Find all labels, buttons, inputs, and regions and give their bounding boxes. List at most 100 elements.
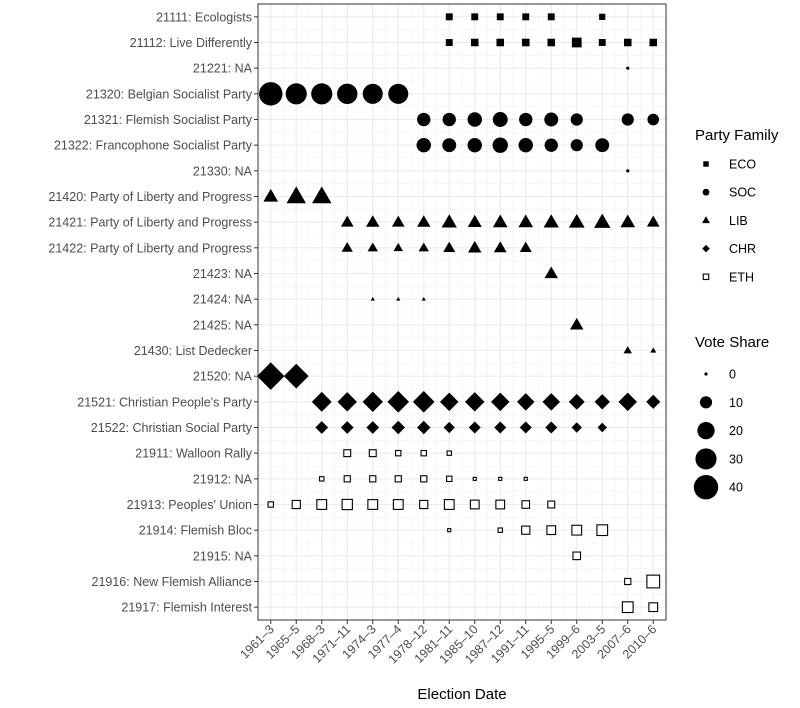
- point-lib-21423-na: [544, 266, 558, 279]
- point-chr-21521-christian-people-s-party: [646, 394, 661, 409]
- point-lib-21424-na: [421, 296, 426, 301]
- y-tick-label: 21112: Live Differently: [130, 36, 253, 50]
- point-eth-21911-walloon-rally: [343, 449, 352, 458]
- point-eth-21912-na: [446, 475, 453, 483]
- point-soc-21322-francophone-socialist-party: [595, 138, 610, 153]
- legend-label-eco: ECO: [729, 158, 756, 172]
- point-eco-21112-live-differently: [571, 37, 582, 48]
- y-tick-label: 21423: NA: [193, 267, 253, 281]
- point-chr-21522-christian-social-party: [597, 422, 607, 433]
- point-eth-21911-walloon-rally: [395, 449, 402, 457]
- y-tick-label: 21322: Francophone Socialist Party: [54, 139, 253, 153]
- legend-size-key-0: [704, 372, 708, 376]
- legend-size-label-0: 0: [729, 368, 736, 382]
- point-chr-21521-christian-people-s-party: [594, 394, 610, 410]
- y-tick-label: 21422: Party of Liberty and Progress: [48, 241, 252, 255]
- point-lib-21420-party-of-liberty-and-progress: [263, 188, 279, 202]
- point-eth-21913-peoples-union: [367, 499, 379, 510]
- point-eth-21917-flemish-interest: [621, 601, 634, 614]
- point-chr-21522-christian-social-party: [315, 421, 329, 434]
- point-soc-21320-belgian-socialist-party: [311, 83, 333, 105]
- legend-size-key-20: [697, 421, 715, 440]
- point-soc-21321-flemish-socialist-party: [647, 113, 660, 126]
- x-axis-title: Election Date: [417, 686, 506, 703]
- point-eth-21912-na: [319, 476, 325, 482]
- point-chr-21521-christian-people-s-party: [542, 393, 560, 411]
- point-lib-21421-party-of-liberty-and-progress: [467, 214, 482, 228]
- legend-size-key-30: [695, 448, 717, 470]
- point-lib-21422-party-of-liberty-and-progress: [493, 241, 507, 253]
- point-eth-21917-flemish-interest: [648, 602, 659, 613]
- point-eth-21913-peoples-union: [443, 499, 455, 510]
- point-eth-21912-na: [523, 476, 528, 481]
- point-eco-21112-live-differently: [623, 38, 632, 47]
- point-lib-21421-party-of-liberty-and-progress: [620, 214, 636, 228]
- y-tick-label: 21425: NA: [193, 318, 253, 332]
- legend-key-eth: [702, 273, 710, 281]
- point-eth-21912-na: [394, 475, 402, 483]
- point-eth-21912-na: [369, 475, 377, 483]
- point-lib-21421-party-of-liberty-and-progress: [366, 215, 380, 227]
- point-eth-21913-peoples-union: [316, 499, 328, 510]
- point-soc-21320-belgian-socialist-party: [388, 83, 409, 104]
- point-eth-21911-walloon-rally: [420, 449, 427, 457]
- point-chr-21522-christian-social-party: [443, 421, 455, 434]
- point-eth-21914-flemish-bloc: [546, 525, 557, 536]
- y-tick-label: 21913: Peoples' Union: [127, 498, 252, 512]
- point-chr-21520-na: [283, 363, 309, 389]
- y-tick-label: 21520: NA: [193, 370, 253, 384]
- point-eth-21913-peoples-union: [495, 499, 506, 510]
- point-eth-21912-na: [472, 476, 477, 481]
- point-eco-21112-live-differently: [649, 38, 658, 47]
- point-eco-21111-ecologists: [547, 13, 555, 21]
- point-soc-21321-flemish-socialist-party: [467, 112, 482, 127]
- y-tick-label: 21320: Belgian Socialist Party: [86, 87, 253, 101]
- point-lib-21421-party-of-liberty-and-progress: [441, 214, 457, 228]
- point-lib-21422-party-of-liberty-and-progress: [341, 242, 353, 252]
- y-tick-label: 21914: Flemish Bloc: [139, 524, 252, 538]
- y-tick-label: 21321: Flemish Socialist Party: [84, 113, 253, 127]
- point-chr-21521-christian-people-s-party: [465, 392, 485, 412]
- point-chr-21521-christian-people-s-party: [491, 392, 510, 412]
- y-tick-label: 21424: NA: [193, 293, 253, 307]
- point-eth-21913-peoples-union: [469, 499, 480, 510]
- point-soc-21321-flemish-socialist-party: [570, 113, 583, 126]
- legend-size-label-10: 10: [729, 396, 743, 410]
- point-lib-21424-na: [396, 296, 401, 301]
- legend-party-family-title: Party Family: [695, 127, 779, 144]
- point-chr-21521-christian-people-s-party: [311, 391, 332, 412]
- point-soc-21322-francophone-socialist-party: [518, 137, 533, 153]
- y-axis-labels: 21111: Ecologists 21112: Live Differently…: [48, 10, 258, 615]
- point-chr-21521-christian-people-s-party: [412, 391, 435, 413]
- point-lib-21420-party-of-liberty-and-progress: [286, 186, 306, 204]
- point-soc-21320-belgian-socialist-party: [285, 83, 307, 105]
- y-tick-label: 21917: Flemish Interest: [121, 601, 252, 615]
- point-chr-21522-christian-social-party: [340, 421, 354, 434]
- legend-party-family: Party Family ECO SOC LIB CHR ETH: [695, 127, 779, 284]
- point-eth-21914-flemish-bloc: [497, 527, 503, 533]
- point-chr-21522-christian-social-party: [494, 421, 507, 434]
- legend-size-key-40: [693, 475, 719, 500]
- point-eth-21914-flemish-bloc: [571, 524, 583, 536]
- legend-vote-share: Vote Share 0 10 20 30 40: [693, 334, 769, 500]
- y-tick-label: 21912: NA: [193, 472, 253, 486]
- point-chr-21522-christian-social-party: [519, 421, 532, 434]
- point-soc-21320-belgian-socialist-party: [362, 83, 383, 104]
- point-chr-21521-christian-people-s-party: [568, 393, 585, 410]
- point-lib-21422-party-of-liberty-and-progress: [519, 241, 532, 252]
- y-tick-label: 21522: Christian Social Party: [91, 421, 253, 435]
- point-eco-21112-live-differently: [598, 39, 606, 46]
- legend-size-label-30: 30: [729, 452, 743, 466]
- legend-key-lib: [702, 216, 710, 224]
- point-eco-21112-live-differently: [445, 39, 453, 46]
- point-lib-21424-na: [370, 296, 375, 301]
- point-chr-21521-christian-people-s-party: [440, 392, 459, 412]
- point-soc-21320-belgian-socialist-party: [337, 83, 358, 105]
- y-tick-label: 21221: NA: [193, 62, 253, 76]
- point-eth-21913-peoples-union: [521, 500, 531, 509]
- point-lib-21421-party-of-liberty-and-progress: [646, 215, 660, 227]
- point-soc-21322-francophone-socialist-party: [442, 138, 457, 153]
- point-lib-21421-party-of-liberty-and-progress: [568, 213, 585, 228]
- point-chr-21522-christian-social-party: [468, 421, 481, 434]
- point-lib-21422-party-of-liberty-and-progress: [468, 240, 482, 253]
